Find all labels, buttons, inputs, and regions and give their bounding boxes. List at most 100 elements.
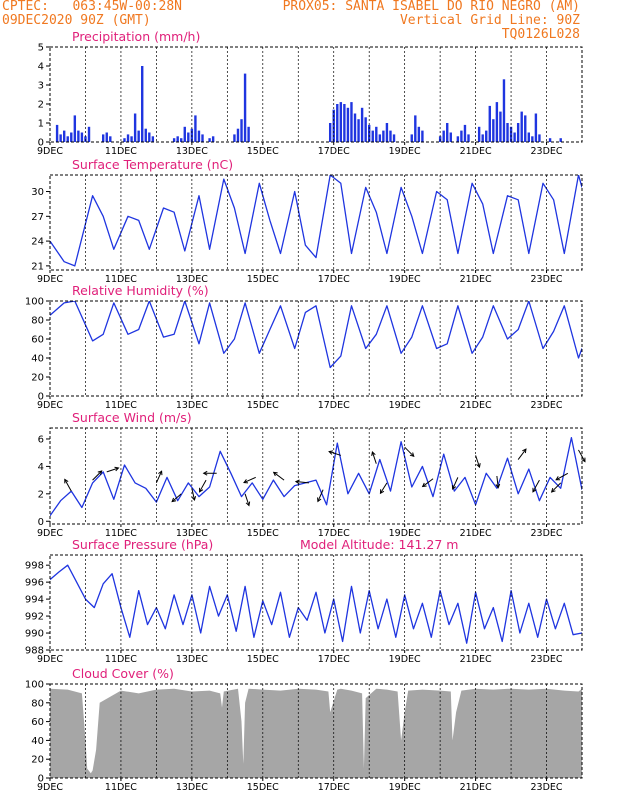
wind-arrow <box>452 477 459 490</box>
wind-arrow <box>578 449 586 462</box>
precip-xtick-label: 15DEC <box>247 146 279 157</box>
precip-bar <box>332 109 335 142</box>
precip-bar <box>364 117 367 142</box>
precip-bar <box>421 130 424 142</box>
precip-ytick-label: 5 <box>38 43 44 54</box>
wind-arrow <box>328 451 341 456</box>
wind-arrow-head <box>522 448 527 454</box>
cloud-xtick-label: 13DEC <box>176 782 208 793</box>
rh-ytick-label: 40 <box>31 354 44 365</box>
precip-bar <box>102 134 105 142</box>
cloud-ytick-label: 80 <box>31 698 44 709</box>
precip-bar <box>456 136 460 142</box>
rh-xtick-label: 17DEC <box>318 400 350 411</box>
wind-arrow-head <box>243 479 249 484</box>
rh-xtick-label: 23DEC <box>531 400 563 411</box>
wind-xtick-label: 9DEC <box>37 528 63 539</box>
press-title: Surface Pressure (hPa) <box>72 537 213 552</box>
precip-bar <box>509 126 513 142</box>
precip-bar <box>194 115 197 142</box>
precip-bar <box>477 126 481 142</box>
wind-arrow <box>496 475 499 488</box>
precip-bar <box>467 134 470 142</box>
press-ytick-label: 988 <box>25 646 44 657</box>
precip-bar <box>70 132 73 142</box>
rh-frame <box>49 300 583 397</box>
precip-bar <box>197 130 201 142</box>
wind-arrow-head <box>158 470 163 476</box>
precip-bar <box>80 132 84 142</box>
wind-arrow-head <box>272 471 278 477</box>
rh-xtick-label: 15DEC <box>247 400 279 411</box>
wind-arrow-head <box>317 497 322 503</box>
precip-bar <box>133 113 137 142</box>
precip-xtick-label: 19DEC <box>389 146 421 157</box>
wind-panel: Surface Wind (m/s) 0 2 4 6 9DEC 11DEC 13DEC 15DE… <box>37 410 586 539</box>
temp-ytick-label: 30 <box>31 187 44 198</box>
wind-arrow <box>404 446 415 457</box>
wind-arrow-head <box>532 487 537 493</box>
rh-ytick-label: 100 <box>25 297 44 308</box>
precip-bar <box>336 104 339 142</box>
precip-bar <box>148 132 151 142</box>
precip-bar <box>449 132 452 142</box>
precip-bar <box>353 113 357 142</box>
precip-bar <box>343 104 346 142</box>
wind-arrow-head <box>199 487 204 493</box>
precip-bar <box>382 130 385 142</box>
wind-arrow <box>244 493 250 506</box>
precip-bar <box>208 138 211 142</box>
cloud-xtick-label: 11DEC <box>105 782 137 793</box>
press-panel: Surface Pressure (hPa) Model Altitude: 14… <box>25 537 583 665</box>
precip-bar <box>339 102 343 142</box>
precip-bar <box>328 123 332 142</box>
press-xtick-label: 21DEC <box>460 654 492 665</box>
temp-xtick-label: 21DEC <box>460 274 492 285</box>
press-line <box>50 564 582 644</box>
press-xtick-label: 11DEC <box>105 654 137 665</box>
press-ytick-label: 992 <box>25 612 44 623</box>
precip-bar <box>73 115 77 142</box>
wind-arrow-head <box>97 470 103 475</box>
cloud-frame <box>49 683 583 779</box>
precip-bar <box>346 107 350 142</box>
wind-ytick-label: 6 <box>38 434 44 445</box>
wind-arrow <box>551 482 562 493</box>
wind-arrow <box>517 448 527 460</box>
precip-bar <box>123 138 126 142</box>
precip-bar <box>375 126 378 142</box>
precip-bar <box>531 136 534 142</box>
precip-bar <box>55 124 59 142</box>
precip-xtick-label: 23DEC <box>531 146 563 157</box>
temp-line <box>50 175 582 267</box>
wind-arrow-head <box>581 457 586 463</box>
station-name: PROX05: SANTA ISABEL DO RIO NEGRO (AM) <box>282 0 580 14</box>
cloud-xtick-label: 17DEC <box>318 782 350 793</box>
precip-bar <box>502 79 506 142</box>
cloud-ytick-label: 100 <box>25 680 44 691</box>
wind-arrow <box>243 476 256 484</box>
cloud-xtick-label: 15DEC <box>247 782 279 793</box>
precip-bar <box>368 124 371 142</box>
press-ytick-label: 994 <box>25 595 44 606</box>
precip-bar <box>187 132 190 142</box>
wind-arrow <box>199 479 207 493</box>
temp-xtick-label: 13DEC <box>176 274 208 285</box>
run-date: 09DEC2020 90Z (GMT) <box>2 13 151 28</box>
precip-bar <box>495 102 499 142</box>
precip-bar <box>371 130 374 142</box>
temp-xtick-label: 19DEC <box>389 274 421 285</box>
precip-bar <box>410 134 413 142</box>
precip-bar <box>62 130 66 142</box>
press-xtick-label: 15DEC <box>247 654 279 665</box>
precip-ytick-label: 4 <box>38 62 44 73</box>
temp-panel: Surface Temperature (nC) 21 24 27 30 9DEC 11DE… <box>31 157 583 285</box>
wind-arrow-head <box>421 482 427 488</box>
precip-bar <box>492 119 495 142</box>
wind-arrow <box>317 489 324 502</box>
wind-arrow <box>555 472 569 481</box>
wind-arrow-head <box>328 450 334 455</box>
cloud-panel: Cloud Cover (%) 0 20 40 60 80 100 9DEC 11DEC 13DE… <box>25 666 583 793</box>
precip-ytick-label: 0 <box>38 138 44 149</box>
precip-bar <box>360 107 364 142</box>
